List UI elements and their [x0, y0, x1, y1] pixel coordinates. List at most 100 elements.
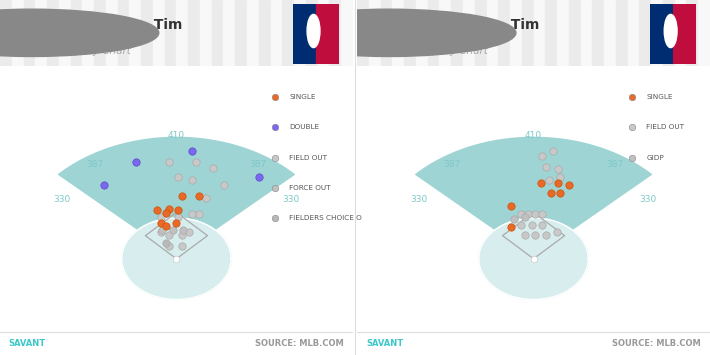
- Point: [160, 210, 172, 215]
- Bar: [381, 0, 393, 66]
- Point: [130, 159, 141, 164]
- FancyBboxPatch shape: [673, 2, 697, 65]
- Text: DOUBLE: DOUBLE: [290, 124, 320, 130]
- Point: [627, 94, 638, 100]
- Bar: [200, 0, 212, 66]
- Text: SINGLE: SINGLE: [290, 94, 316, 100]
- Point: [540, 232, 552, 238]
- Bar: [674, 0, 687, 66]
- Bar: [283, 0, 294, 66]
- Bar: [416, 0, 427, 66]
- Text: 387: 387: [87, 160, 104, 169]
- Text: FORCE OUT: FORCE OUT: [290, 185, 331, 191]
- FancyBboxPatch shape: [316, 2, 339, 65]
- Point: [535, 180, 546, 185]
- Point: [627, 125, 638, 130]
- Point: [530, 232, 541, 238]
- Bar: [616, 0, 628, 66]
- Point: [528, 256, 540, 262]
- Point: [194, 193, 205, 198]
- Bar: [70, 0, 82, 66]
- Point: [164, 243, 175, 248]
- Text: SAVANT: SAVANT: [366, 339, 403, 349]
- Point: [155, 230, 166, 235]
- Bar: [592, 0, 604, 66]
- Point: [187, 177, 198, 183]
- Point: [270, 155, 281, 160]
- Bar: [369, 0, 381, 66]
- Bar: [306, 0, 317, 66]
- Ellipse shape: [665, 15, 677, 48]
- Point: [551, 230, 562, 235]
- Text: SOURCE: MLB.COM: SOURCE: MLB.COM: [256, 339, 344, 349]
- Point: [160, 223, 172, 229]
- Point: [540, 164, 552, 170]
- Bar: [439, 0, 452, 66]
- Text: GIDP: GIDP: [647, 155, 665, 160]
- Bar: [23, 0, 36, 66]
- Point: [155, 214, 166, 219]
- Text: FIELD OUT: FIELD OUT: [290, 155, 327, 160]
- Text: Anderson, Tim: Anderson, Tim: [69, 18, 182, 32]
- Bar: [235, 0, 247, 66]
- Bar: [12, 0, 23, 66]
- Bar: [510, 0, 522, 66]
- Bar: [522, 0, 534, 66]
- Text: 410: 410: [168, 131, 185, 140]
- Bar: [36, 0, 47, 66]
- Bar: [177, 0, 188, 66]
- Point: [173, 207, 184, 213]
- Bar: [687, 0, 698, 66]
- Bar: [294, 0, 306, 66]
- Bar: [188, 0, 200, 66]
- Bar: [59, 0, 70, 66]
- Bar: [247, 0, 258, 66]
- Bar: [212, 0, 224, 66]
- Bar: [224, 0, 235, 66]
- Bar: [404, 0, 416, 66]
- Text: SAVANT: SAVANT: [9, 339, 46, 349]
- Polygon shape: [479, 218, 589, 300]
- Text: Anderson, Tim: Anderson, Tim: [426, 18, 540, 32]
- Text: SOURCE: MLB.COM: SOURCE: MLB.COM: [613, 339, 701, 349]
- Bar: [317, 0, 329, 66]
- Point: [208, 165, 219, 171]
- Text: SINGLE: SINGLE: [647, 94, 673, 100]
- Point: [253, 175, 265, 180]
- Point: [526, 222, 537, 228]
- Bar: [498, 0, 510, 66]
- Bar: [258, 0, 271, 66]
- Bar: [534, 0, 545, 66]
- Point: [187, 148, 198, 154]
- Point: [627, 155, 638, 160]
- Bar: [141, 0, 153, 66]
- Point: [164, 159, 175, 164]
- Text: 410: 410: [525, 131, 542, 140]
- Bar: [129, 0, 141, 66]
- Bar: [0, 0, 12, 66]
- Point: [173, 214, 184, 219]
- Circle shape: [262, 9, 516, 56]
- Point: [508, 217, 520, 222]
- Point: [563, 182, 574, 188]
- Bar: [569, 0, 581, 66]
- Point: [552, 166, 564, 172]
- Point: [505, 203, 516, 209]
- Point: [545, 190, 557, 196]
- Bar: [393, 0, 404, 66]
- Point: [151, 207, 163, 213]
- Point: [173, 175, 184, 180]
- Point: [515, 211, 527, 217]
- Point: [537, 211, 548, 217]
- Bar: [271, 0, 283, 66]
- Point: [171, 220, 182, 226]
- Bar: [82, 0, 94, 66]
- Bar: [463, 0, 475, 66]
- Ellipse shape: [307, 15, 320, 48]
- Bar: [557, 0, 569, 66]
- Bar: [581, 0, 592, 66]
- Bar: [475, 0, 486, 66]
- Point: [523, 211, 534, 217]
- Polygon shape: [121, 218, 231, 300]
- Point: [178, 227, 189, 233]
